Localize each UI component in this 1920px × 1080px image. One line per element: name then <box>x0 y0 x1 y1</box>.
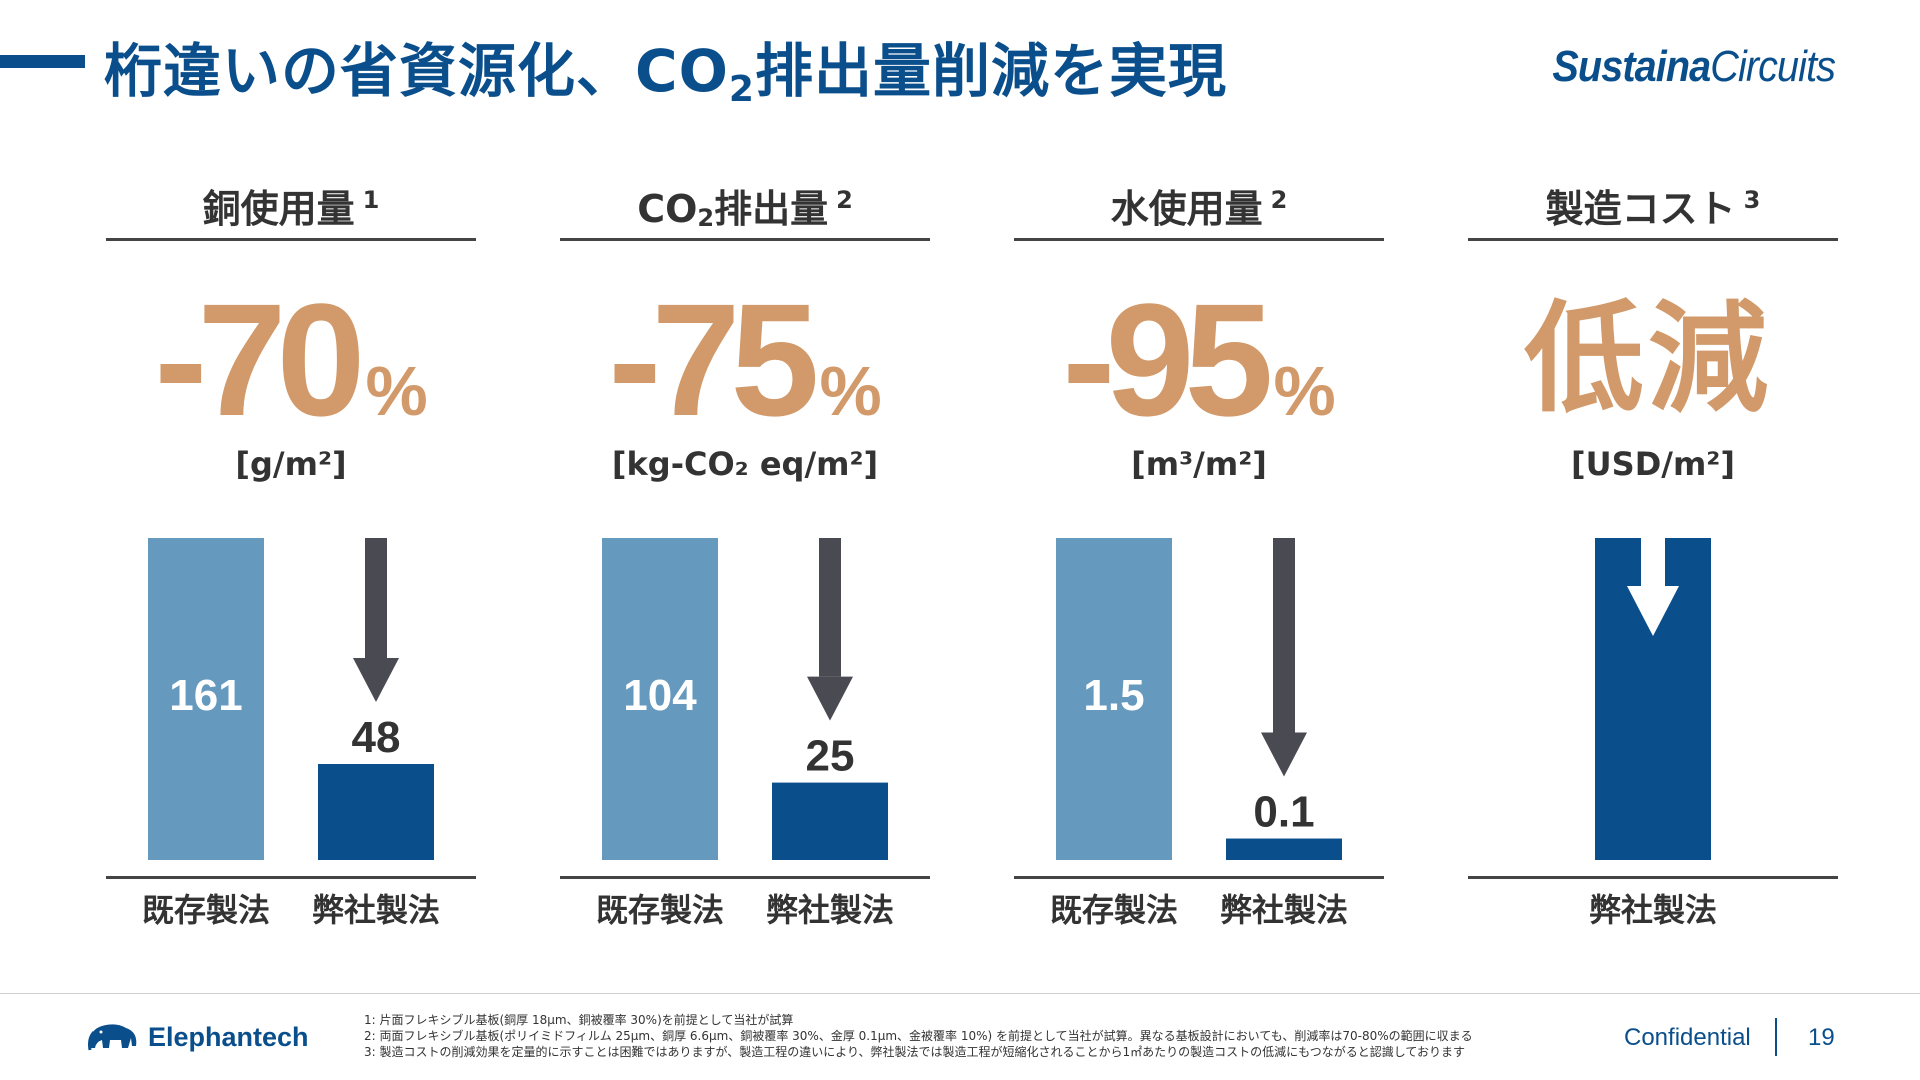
page-number: 19 <box>1808 1024 1835 1051</box>
chart-title: 水使用量 2 <box>1110 186 1288 231</box>
chart-column-1: 銅使用量 1 -70% [g/m²] 161 48 既存製法 弊社製法 <box>106 160 476 940</box>
page-title: 桁違いの省資源化、CO2排出量削減を実現 <box>104 37 1227 110</box>
reduction-headline: 低減 <box>1524 290 1772 429</box>
bar-our-method <box>1226 838 1342 860</box>
bar-chart-svg <box>1595 538 1711 860</box>
down-arrow-icon <box>353 538 399 702</box>
baseline-rule <box>1468 876 1838 879</box>
white-down-arrow-icon <box>1627 538 1679 636</box>
bar-value-label: 48 <box>352 713 401 762</box>
footnote-ref: 2 <box>836 186 853 214</box>
bar-chart-svg: 161 48 <box>148 538 434 860</box>
bar-chart-svg: 1.5 0.1 <box>1056 538 1342 860</box>
header-rule <box>1014 238 1384 241</box>
bar-existing-method <box>148 538 264 860</box>
unit-label: [m³/m²] <box>1131 445 1267 483</box>
elephant-logo-icon <box>88 1024 137 1051</box>
baseline-rule <box>1014 876 1384 879</box>
confidential-label: Confidential <box>1624 1024 1751 1051</box>
bar-value-label: 25 <box>806 732 855 781</box>
reduction-headline: -75% <box>608 270 882 449</box>
unit-label: [USD/m²] <box>1571 445 1735 483</box>
bar-plot: 1.5 0.1 <box>1014 530 1384 870</box>
footer-separator <box>1775 1018 1777 1056</box>
down-arrow-icon <box>1261 538 1307 777</box>
footnotes: 1: 片面フレキシブル基板(銅厚 18μm、銅被覆率 30%)を前提として当社が… <box>364 1012 1473 1060</box>
bar-our-method <box>772 782 888 860</box>
unit-label: [g/m²] <box>235 445 347 483</box>
baseline-rule <box>560 876 930 879</box>
bar-value-label: 0.1 <box>1253 788 1314 837</box>
header-rule <box>106 238 476 241</box>
bar-plot <box>1468 530 1838 870</box>
chart-column-2: CO2排出量 2 -75% [kg-CO₂ eq/m²] 104 25 既存製法 弊社製法 <box>560 160 930 940</box>
category-label-ours: 弊社製法 <box>765 891 894 929</box>
bar-value-label: 104 <box>623 671 697 720</box>
footer-divider <box>0 993 1920 994</box>
bar-value-label: 1.5 <box>1083 671 1144 720</box>
reduction-headline: -95% <box>1062 270 1336 449</box>
footnote-ref: 1 <box>362 186 380 214</box>
category-label-existing: 既存製法 <box>595 891 724 929</box>
chart-column-4: 製造コスト 3 低減 [USD/m²] 弊社製法 <box>1468 160 1838 940</box>
bar-existing-method <box>602 538 718 860</box>
reduction-headline: -70% <box>154 270 428 449</box>
footnote-2: 2: 両面フレキシブル基板(ポリイミドフィルム 25μm、銅厚 6.6μm、銅被… <box>364 1029 1473 1043</box>
category-label-ours: 弊社製法 <box>1219 891 1348 929</box>
chart-title: 銅使用量 1 <box>202 186 380 231</box>
header-rule <box>1468 238 1838 241</box>
category-label-ours: 弊社製法 <box>1588 891 1717 929</box>
unit-label: [kg-CO₂ eq/m²] <box>611 445 879 483</box>
category-label-existing: 既存製法 <box>141 891 270 929</box>
category-label-ours: 弊社製法 <box>311 891 440 929</box>
bar-plot: 161 48 <box>106 530 476 870</box>
bar-our-method <box>318 764 434 860</box>
bar-plot: 104 25 <box>560 530 930 870</box>
footnote-ref: 2 <box>1270 186 1288 214</box>
footnote-3: 3: 製造コストの削減効果を定量的に示すことは困難ではありますが、製造工程の違い… <box>364 1045 1465 1059</box>
footnote-ref: 3 <box>1743 186 1761 214</box>
header-rule <box>560 238 930 241</box>
category-label-existing: 既存製法 <box>1049 891 1178 929</box>
bar-chart-svg: 104 25 <box>602 538 888 860</box>
company-name: Elephantech <box>148 1022 309 1052</box>
chart-title: 製造コスト 3 <box>1545 186 1761 231</box>
down-arrow-icon <box>807 538 853 721</box>
sustainacircuits-logo: SustainaCircuits <box>1552 42 1836 91</box>
chart-title: CO2排出量 2 <box>637 186 853 232</box>
title-accent-bar <box>0 55 85 68</box>
bar-existing-method <box>1056 538 1172 860</box>
footnote-1: 1: 片面フレキシブル基板(銅厚 18μm、銅被覆率 30%)を前提として当社が… <box>364 1013 794 1027</box>
chart-column-3: 水使用量 2 -95% [m³/m²] 1.5 0.1 既存製法 弊社製法 <box>1014 160 1384 940</box>
bar-value-label: 161 <box>169 671 242 720</box>
baseline-rule <box>106 876 476 879</box>
